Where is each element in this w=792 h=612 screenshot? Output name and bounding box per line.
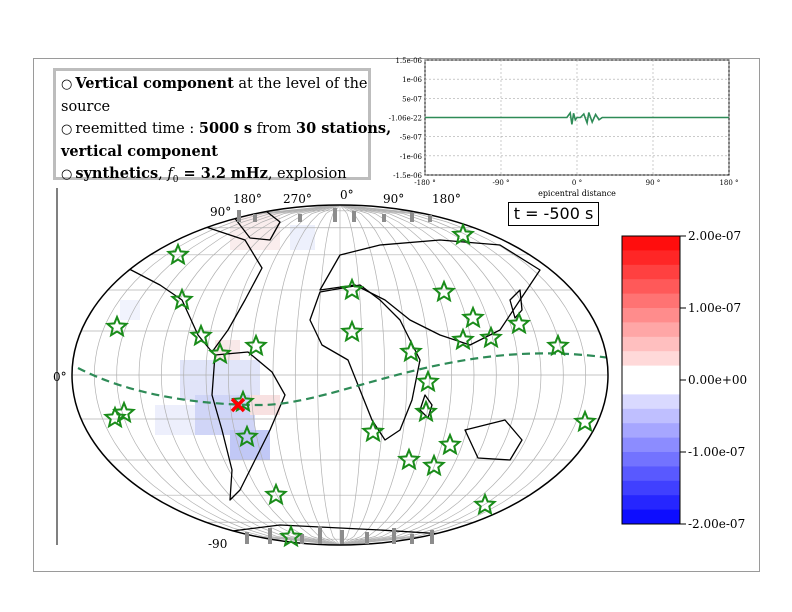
histogram-bar [298, 214, 302, 222]
lon-label-180-left: 180° [233, 192, 262, 206]
colorbar-label: 0.00e+00 [688, 373, 747, 387]
colorbar-label: 1.00e-07 [688, 301, 741, 315]
colorbar-labels: 2.00e-07 1.00e-07 0.00e+00 -1.00e-07 -2.00e-… [680, 229, 747, 531]
histogram-bar [352, 211, 356, 222]
histogram-bar [410, 212, 414, 222]
histogram-bar [245, 532, 249, 544]
histogram-bar [382, 214, 386, 222]
colorbar-label: 2.00e-07 [688, 229, 741, 243]
colorbar-cell [622, 366, 680, 381]
histogram-bar [300, 534, 304, 544]
colorbar-cell [622, 380, 680, 395]
colorbar-cell [622, 265, 680, 280]
histogram-bar [365, 532, 369, 544]
colorbar-cell [622, 438, 680, 453]
lon-label-270: 270° [283, 192, 312, 206]
colorbar-cell [622, 452, 680, 467]
lat-label-0: 0° [53, 370, 67, 384]
colorbar-cell [622, 279, 680, 294]
colorbar-cell [622, 351, 680, 366]
histogram-bar [428, 215, 432, 222]
histogram-bar [318, 526, 322, 544]
histogram-bar [430, 530, 434, 544]
colorbar-label: -1.00e-07 [688, 445, 745, 459]
colorbar-cell [622, 394, 680, 409]
map-body [72, 205, 610, 560]
histogram-bar [333, 208, 337, 222]
histogram-bar [410, 534, 414, 544]
colorbar-cell [622, 250, 680, 265]
colorbar-cell [622, 294, 680, 309]
field-patch [230, 430, 270, 460]
lon-label-0: 0° [340, 188, 354, 202]
colorbar-cell [622, 423, 680, 438]
colorbar: 2.00e-07 1.00e-07 0.00e+00 -1.00e-07 -2.00e-… [610, 228, 785, 533]
lat-label-90: 90° [210, 205, 231, 219]
histogram-bar [253, 214, 257, 222]
colorbar-cell [622, 481, 680, 496]
lon-label-90: 90° [383, 192, 404, 206]
colorbar-cell [622, 236, 680, 251]
histogram-bar [268, 528, 272, 544]
colorbar-cell [622, 308, 680, 323]
colorbar-cell [622, 322, 680, 337]
map-lon-labels: 180° 270° 0° 90° 180° [233, 188, 461, 206]
lat-label-minus-90: -90 [208, 537, 227, 551]
lon-label-180-right: 180° [432, 192, 461, 206]
colorbar-cell [622, 337, 680, 352]
histogram-bar [340, 530, 344, 544]
colorbar-label: -2.00e-07 [688, 517, 745, 531]
colorbar-cell [622, 409, 680, 424]
histogram-bar [392, 528, 396, 544]
colorbar-cell [622, 466, 680, 481]
field-patch [180, 360, 260, 400]
colorbar-cell [622, 495, 680, 510]
colorbar-cell [622, 510, 680, 525]
colorbar-cells [622, 236, 680, 525]
histogram-bar [237, 210, 241, 222]
